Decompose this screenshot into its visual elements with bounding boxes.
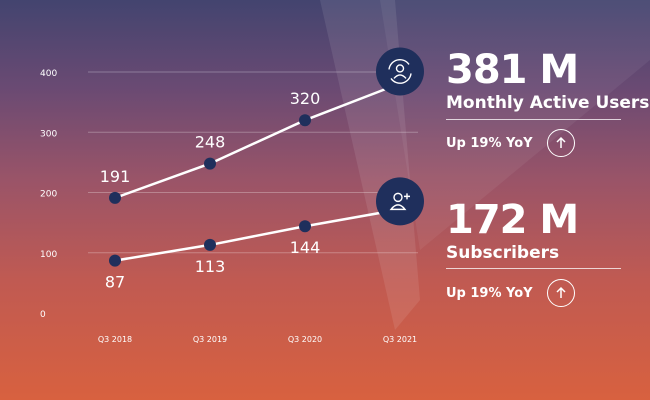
x-tick-label: Q3 2021 [383, 335, 417, 344]
mau-yoy: Up 19% YoY [446, 129, 575, 157]
y-tick-label: 200 [40, 190, 57, 200]
mau-stat: 381 M Monthly Active Users [446, 50, 649, 113]
data-label: 144 [290, 238, 321, 257]
data-point [299, 114, 311, 127]
data-point [204, 238, 216, 251]
add-user-icon [376, 177, 424, 226]
subscribers-value: 172 M [446, 197, 579, 243]
subscribers-yoy-text: Up 19% YoY [446, 285, 533, 301]
y-tick-label: 0 [40, 310, 46, 320]
arrow-up-icon [546, 129, 575, 157]
subscribers-label: Subscribers [446, 243, 560, 263]
arrow-up-icon [546, 279, 575, 307]
mau-divider [446, 119, 621, 120]
series-line [114, 82, 401, 200]
icon-arc [388, 58, 410, 70]
data-point [204, 157, 216, 170]
y-tick-label: 400 [40, 69, 57, 79]
y-tick-label: 300 [40, 129, 57, 139]
data-label: 320 [290, 89, 321, 108]
subscribers-stat: 172 M Subscribers [446, 197, 579, 263]
decorative-shard-2 [380, 0, 650, 250]
y-tick-label: 100 [40, 250, 57, 260]
icon-head [395, 64, 405, 73]
data-point [299, 220, 311, 233]
mau-value: 381 M [446, 47, 579, 93]
data-label: 248 [195, 133, 226, 152]
x-tick-label: Q3 2018 [98, 335, 132, 344]
data-label: 191 [100, 167, 131, 186]
data-point [109, 254, 121, 267]
icon-body [389, 204, 407, 211]
icon-plus [404, 193, 410, 200]
icon-arc [390, 73, 412, 84]
refresh-user-icon [376, 47, 424, 96]
x-tick-label: Q3 2020 [288, 335, 322, 344]
icon-head [393, 192, 403, 203]
data-point [109, 191, 121, 204]
subscribers-yoy: Up 19% YoY [446, 279, 575, 307]
data-label: 113 [195, 257, 226, 276]
subscribers-divider [446, 268, 621, 269]
mau-yoy-text: Up 19% YoY [446, 135, 533, 151]
data-label: 87 [105, 273, 125, 292]
x-tick-label: Q3 2019 [193, 335, 227, 344]
icon-body [393, 74, 407, 79]
mau-label: Monthly Active Users [446, 93, 650, 113]
series-line [114, 208, 401, 262]
